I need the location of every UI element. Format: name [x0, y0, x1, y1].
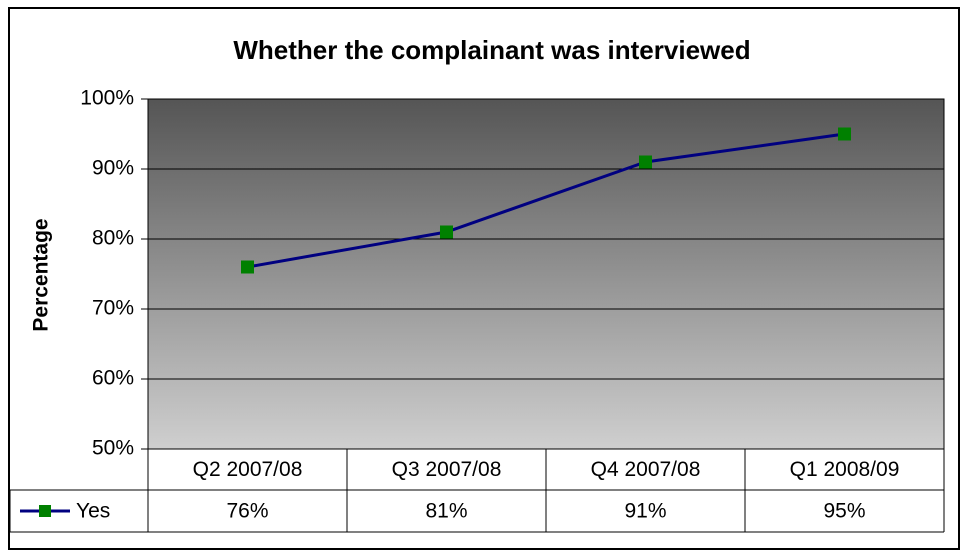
plot-area — [147, 98, 945, 450]
value-label: 95% — [823, 500, 865, 523]
value-label: 76% — [226, 500, 268, 523]
y-axis-label: Percentage — [30, 218, 53, 331]
y-tick-label: 50% — [92, 437, 134, 460]
y-tick-label: 90% — [92, 157, 134, 180]
value-label: 81% — [425, 500, 467, 523]
x-tick-label: Q3 2007/08 — [392, 458, 502, 481]
legend-label: Yes — [76, 500, 110, 523]
legend-marker — [39, 505, 51, 517]
y-tick-label: 80% — [92, 227, 134, 250]
marker — [241, 260, 254, 274]
marker — [639, 155, 652, 169]
marker — [440, 225, 453, 239]
series-line — [247, 132, 845, 269]
x-tick-label: Q4 2007/08 — [591, 458, 701, 481]
y-tick-label: 60% — [92, 367, 134, 390]
marker — [838, 127, 851, 141]
y-tick-label: 100% — [80, 87, 134, 110]
y-tick-label: 70% — [92, 297, 134, 320]
x-tick-label: Q2 2007/08 — [193, 458, 303, 481]
x-tick-label: Q1 2008/09 — [790, 458, 900, 481]
value-label: 91% — [624, 500, 666, 523]
chart-title: Whether the complainant was interviewed — [233, 35, 750, 65]
